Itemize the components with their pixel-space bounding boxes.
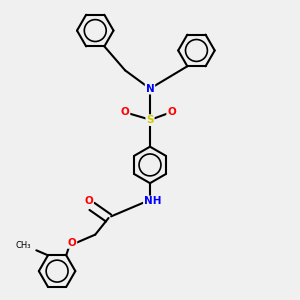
Text: O: O [68, 238, 76, 248]
Text: S: S [146, 115, 154, 125]
Text: NH: NH [144, 196, 161, 206]
Text: CH₃: CH₃ [16, 241, 32, 250]
Text: O: O [84, 196, 93, 206]
Text: O: O [121, 107, 130, 117]
Text: N: N [146, 84, 154, 94]
Text: O: O [167, 107, 176, 117]
